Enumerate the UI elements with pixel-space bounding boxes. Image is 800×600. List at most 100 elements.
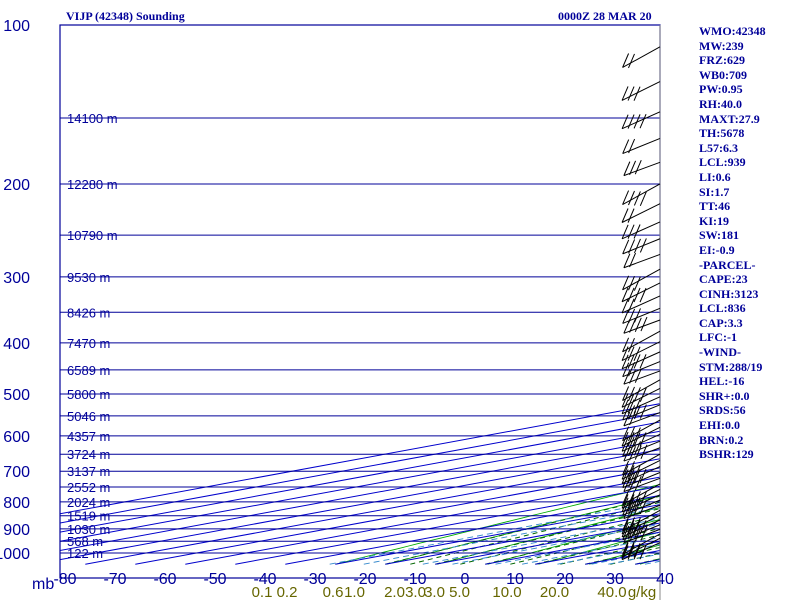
wind-barb-feather [634,308,641,323]
wind-barb-feather [622,525,630,541]
wind-barb [622,238,661,255]
wind-barb-feather [627,114,635,129]
moist-adiabat [410,501,660,565]
wind-barb [621,341,661,361]
pressure-unit-label: mb [32,576,54,593]
index-line: L57:6.3 [699,140,738,155]
mixing-ratio-label: 5.0 [449,584,470,600]
wind-barb-feather [627,287,635,303]
index-line: WB0:709 [699,67,747,82]
wind-barb-feather [623,253,631,268]
pressure-tick-label: 500 [3,387,30,404]
height-label: 14100 m [67,111,118,126]
wind-barb-feather [621,469,629,484]
height-label: 5800 m [67,387,110,402]
wind-barb-feather [628,386,635,402]
wind-barb [621,81,661,101]
wind-barb-feather [621,346,629,361]
wind-barb [621,542,661,561]
height-label: 568 m [67,534,103,549]
height-label: 7470 m [67,336,110,351]
wind-barb-feather [627,346,635,361]
wind-barb-feather [628,190,635,206]
wind-barb-feather [629,476,637,492]
wind-barb-feather [627,399,635,414]
wind-barb-feather [621,298,629,314]
wind-barb-feather [622,337,630,352]
wind-barb-feather [628,337,635,353]
wind-barb-feather [621,393,629,408]
index-line: LCL:939 [699,155,746,170]
wind-barb-feather [639,499,647,515]
wind-barb-feather [634,500,641,515]
temperature-tick-label: 30 [606,571,624,588]
index-line: TT:46 [699,199,731,214]
wind-barb [622,524,661,541]
wind-barb-feather [633,276,641,291]
wind-barb-feather [621,208,629,223]
wind-barb-feather [627,497,635,512]
mixing-ratio-label: 1.0 [344,584,365,600]
isotherm [85,458,660,565]
wind-barb-feather [629,252,637,268]
wind-barb-feather [640,316,648,332]
moist-adiabat [435,508,660,565]
wind-barb-feather [628,490,635,506]
wind-barbs [621,46,661,561]
isotherm [60,449,660,561]
wind-barb [622,330,661,353]
index-line: FRZ:629 [699,53,745,68]
chart-title: VIJP (42348) Sounding [66,9,185,23]
wind-barb-feather [629,160,637,176]
mixing-ratio-label: 10.0 [492,584,521,600]
wind-barb-feather [629,318,637,333]
height-label: 10790 m [67,228,118,243]
index-line: LFC:-1 [699,330,737,345]
pressure-tick-label: 1000 [0,546,30,563]
wind-barb [623,253,661,269]
temperature-tick-label: -80 [53,571,76,588]
wind-barb-feather [633,545,641,560]
wind-barb [621,203,661,223]
wind-barb [621,282,661,303]
wind-barb-feather [627,543,635,558]
isotherm [60,412,660,524]
wind-barb-feather [622,53,630,68]
wind-barb [621,221,661,240]
wind-barb-feather [622,386,630,401]
index-line: SRDS:56 [699,403,746,418]
isotherm [60,421,660,533]
wind-barb-feather [628,362,636,377]
wind-barb-feather [633,86,641,101]
wind-barb-feather [621,437,629,452]
wind-barb-feather [623,477,631,492]
temperature-tick-label: -60 [153,571,176,588]
wind-barb-feather [634,445,642,460]
wind-barb-feather [628,53,635,69]
wind-barb-feather [627,393,635,408]
wind-barb-feather [639,354,647,369]
height-label: 12280 m [67,177,118,192]
index-line: -WIND- [699,345,741,360]
wind-barb-feather [634,317,642,333]
wind-barb-feather [627,86,635,101]
wind-barb [621,351,661,370]
mixing-ratio-label: 40.0 [597,584,626,600]
wind-barb-feather [639,238,647,253]
wind-barb-feather [633,224,641,239]
wind-barb-feather [633,468,641,484]
mixing-ratio-label: 0.6 [323,584,344,600]
wind-barb-feather [633,520,641,535]
wind-barb [622,453,661,476]
index-line: EHI:0.0 [699,418,741,433]
mixing-ratio-label: 0.2 [277,584,298,600]
wind-barb-feather [622,239,630,255]
chart-valid-time: 0000Z 28 MAR 20 [558,9,652,23]
height-label: 8426 m [67,305,110,320]
isotherm [60,430,660,542]
index-line: SI:1.7 [699,184,730,199]
pressure-tick-label: 700 [3,464,30,481]
index-line: RH:40.0 [699,96,742,111]
index-line: TH:5678 [699,126,745,141]
wind-barb-feather [633,387,641,402]
